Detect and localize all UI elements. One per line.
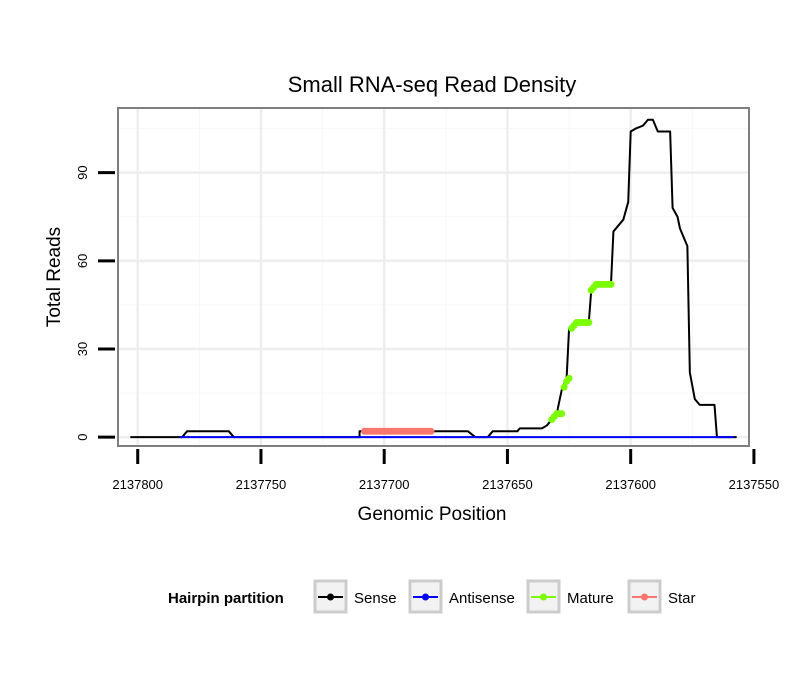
y-axis: 0 30 60 90 [75, 165, 115, 441]
legend-label-mature: Mature [567, 590, 614, 607]
legend-item-antisense: Antisense [408, 579, 515, 614]
x-tick-label: 2137700 [359, 477, 410, 492]
grid [118, 108, 749, 446]
plot-background [118, 108, 749, 446]
legend-dot-mature [540, 593, 547, 601]
x-axis: 2137800 2137750 2137700 2137650 2137600 21375… [112, 449, 779, 492]
legend-item-star: Star [627, 579, 696, 614]
y-tick-label: 30 [75, 342, 90, 356]
data-point-mature [560, 383, 568, 391]
y-tick-label: 90 [75, 165, 90, 179]
y-tick-label: 0 [75, 434, 90, 441]
legend: Hairpin partition Sense Antisense Mature… [168, 579, 696, 614]
legend-label-star: Star [668, 590, 696, 607]
chart-title: Small RNA-seq Read Density [288, 72, 577, 97]
y-tick-label: 60 [75, 254, 90, 268]
plot-panel-border [117, 107, 750, 447]
x-tick-label: 2137750 [236, 477, 287, 492]
data-point-mature [565, 374, 573, 382]
legend-dot-star [641, 593, 648, 601]
x-tick-label: 2137550 [729, 477, 780, 492]
legend-title: Hairpin partition [168, 590, 284, 607]
data-point-mature [558, 410, 566, 418]
legend-dot-sense [327, 593, 334, 601]
data-point-star [427, 427, 435, 435]
x-tick-label: 2137800 [112, 477, 163, 492]
data-point-mature [607, 280, 615, 288]
series-layer [130, 118, 737, 439]
x-axis-title: Genomic Position [358, 504, 507, 525]
legend-item-sense: Sense [313, 579, 397, 614]
x-tick-label: 2137600 [605, 477, 656, 492]
x-tick-label: 2137650 [482, 477, 533, 492]
legend-dot-antisense [422, 593, 429, 601]
legend-item-mature: Mature [526, 579, 614, 614]
y-axis-title: Total Reads [44, 227, 65, 327]
legend-label-antisense: Antisense [449, 590, 515, 607]
legend-label-sense: Sense [354, 590, 397, 607]
data-point-mature [585, 319, 593, 327]
